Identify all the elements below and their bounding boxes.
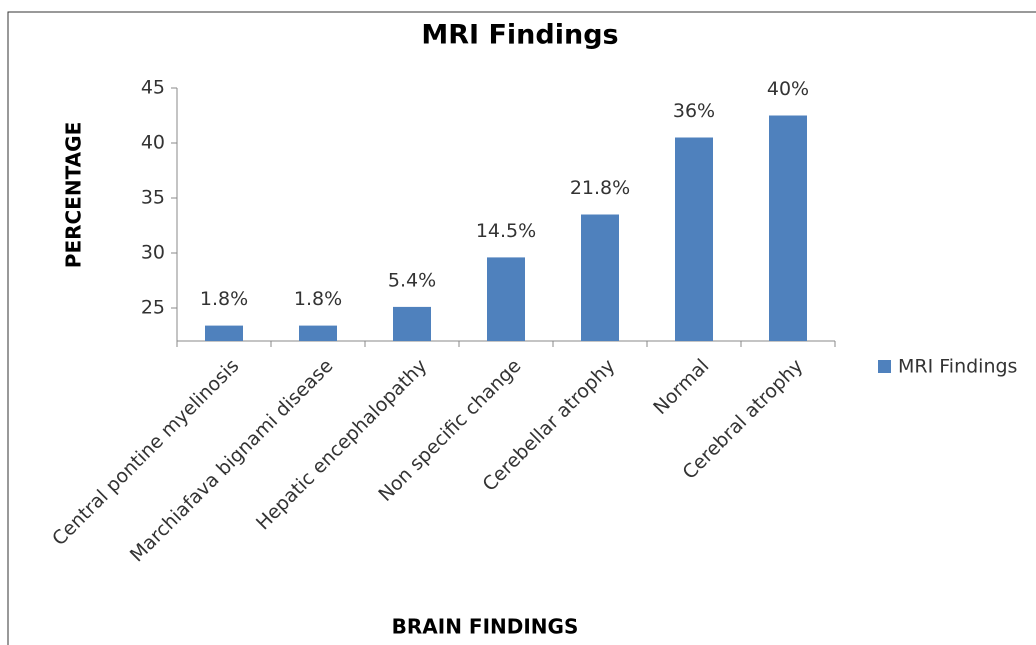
x-tick-label: Hepatic encephalopathy [252,355,432,535]
chart-title: MRI Findings [421,20,618,51]
bar [581,214,619,341]
y-tick-label: 40 [141,132,165,154]
annotation: 5.4% [388,269,436,291]
annotation: 40% [767,78,809,100]
bar [299,325,337,341]
x-axis-label: BRAIN FINDINGS [392,615,579,639]
bar [393,306,431,341]
bar [205,325,243,341]
legend-swatch [878,360,891,373]
annotation: 14.5% [476,220,536,242]
y-tick-label: 30 [141,242,165,264]
y-axis-label: PERCENTAGE [62,122,86,268]
y-tick-label: 25 [141,297,165,319]
bar [487,257,525,341]
bar [675,137,713,341]
annotation: 1.8% [294,288,342,310]
annotation: 21.8% [570,177,630,199]
frame [7,11,1036,645]
bar [769,115,807,341]
annotation: 1.8% [200,288,248,310]
x-tick-label: Normal [649,355,713,419]
x-tick-label: Marchiafava bignami disease [126,355,338,567]
y-tick-label: 35 [141,187,165,209]
annotation: 36% [673,100,715,122]
y-tick-label: 45 [141,77,165,99]
x-tick-label: Central pontine myelinosis [48,355,243,550]
legend-label: MRI Findings [898,356,1017,378]
